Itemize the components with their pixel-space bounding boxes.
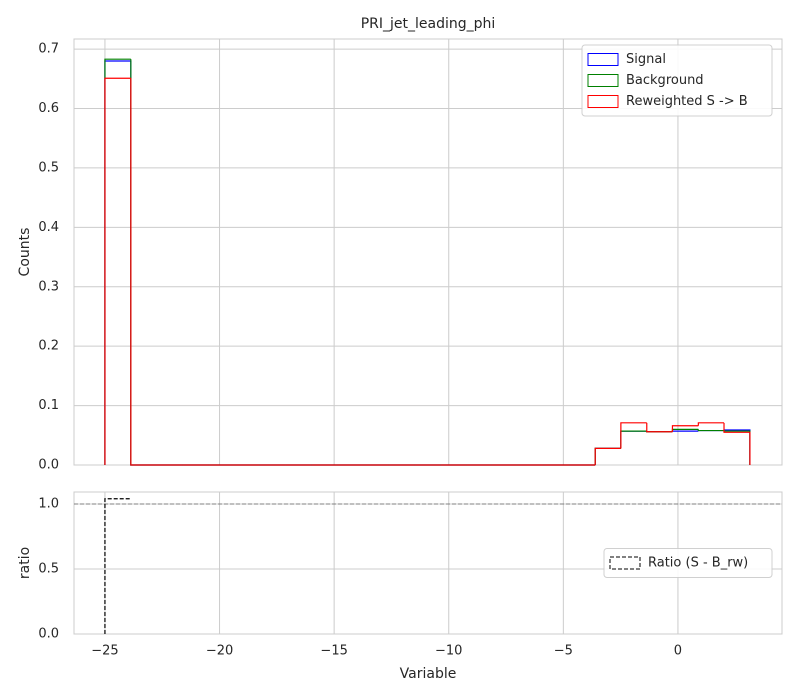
plot-frame — [73, 491, 783, 635]
y-tick-label: 0.0 — [38, 458, 59, 473]
legend-swatch — [587, 53, 619, 66]
histogram-step — [104, 60, 131, 465]
histogram-step — [104, 77, 131, 465]
y-tick-label: 1.0 — [38, 496, 59, 511]
histogram-step — [104, 498, 131, 634]
legend-label: Reweighted S -> B — [626, 94, 748, 109]
histogram-step — [620, 430, 647, 449]
histogram-step — [723, 422, 751, 465]
legend-swatch — [587, 74, 619, 87]
histogram-step — [671, 430, 699, 432]
y-tick-label: 0.0 — [38, 627, 59, 642]
legend-box — [581, 44, 773, 117]
x-tick-label: 0 — [674, 644, 682, 659]
histogram-step — [723, 430, 751, 465]
y-tick-label: 0.4 — [38, 220, 59, 235]
histogram-step — [671, 425, 699, 432]
x-tick-label: −20 — [206, 644, 233, 659]
x-tick-label: −10 — [435, 644, 462, 659]
histogram-step — [104, 58, 131, 465]
histogram-step — [130, 78, 157, 466]
x-tick-label: −25 — [91, 644, 118, 659]
histogram-step — [646, 422, 673, 433]
legend-swatch — [609, 556, 641, 570]
histogram-step — [594, 447, 621, 465]
y-tick-label: 0.3 — [38, 279, 59, 294]
histogram-step — [594, 447, 621, 465]
histogram-step — [594, 447, 621, 465]
y-tick-label: 0.2 — [38, 339, 59, 354]
histogram-step — [130, 59, 157, 466]
histogram-step — [620, 422, 647, 449]
legend-box — [603, 548, 773, 578]
histogram-step — [620, 430, 647, 449]
y-axis-label: Counts — [17, 228, 33, 277]
legend-label: Signal — [626, 52, 666, 67]
y-tick-label: 0.1 — [38, 398, 59, 413]
legend-label: Ratio (S - B_rw) — [648, 556, 748, 571]
y-tick-label: 0.5 — [38, 561, 59, 576]
y-axis-label: ratio — [17, 547, 33, 579]
x-axis-label: Variable — [400, 666, 457, 682]
histogram-step — [130, 60, 157, 466]
x-tick-label: −5 — [554, 644, 573, 659]
legend-swatch — [587, 95, 619, 108]
histogram-step — [697, 429, 725, 432]
histogram-step — [697, 422, 725, 426]
legend-label: Background — [626, 73, 704, 88]
y-tick-label: 0.7 — [38, 42, 59, 57]
chart-title: PRI_jet_leading_phi — [361, 16, 496, 32]
x-tick-label: −15 — [320, 644, 347, 659]
y-tick-label: 0.6 — [38, 101, 59, 116]
histogram-step — [723, 429, 751, 465]
y-tick-label: 0.5 — [38, 160, 59, 175]
